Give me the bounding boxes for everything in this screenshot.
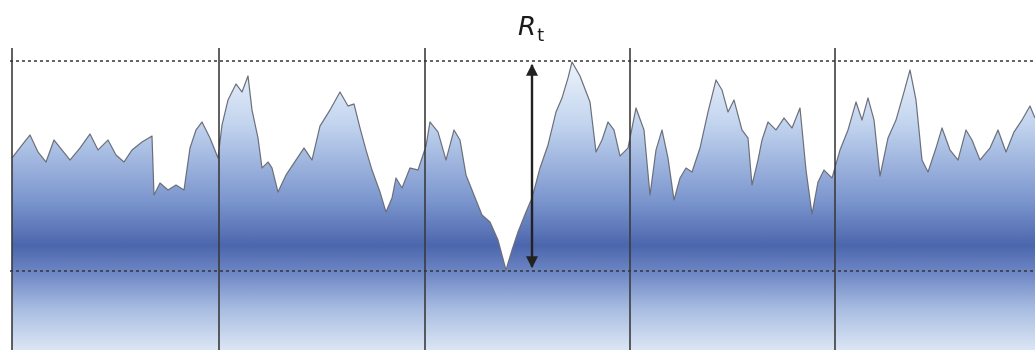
sampling-dividers [11,48,836,350]
rt-label-subscript: t [537,25,544,46]
rt-label-main: R [518,12,536,42]
surface-profile-area [12,62,1035,350]
rt-label: Rt [518,12,544,46]
